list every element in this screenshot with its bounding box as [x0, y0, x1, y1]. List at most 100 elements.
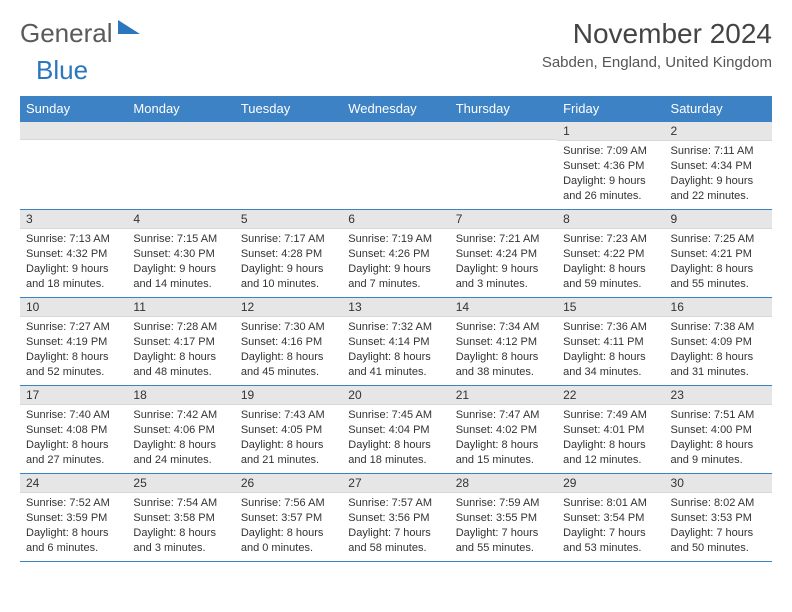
day-details: Sunrise: 7:23 AMSunset: 4:22 PMDaylight:…	[557, 229, 664, 295]
day-cell: 3Sunrise: 7:13 AMSunset: 4:32 PMDaylight…	[20, 210, 127, 298]
day-cell: 11Sunrise: 7:28 AMSunset: 4:17 PMDayligh…	[127, 298, 234, 386]
day-number: 13	[342, 298, 449, 317]
day-details: Sunrise: 7:28 AMSunset: 4:17 PMDaylight:…	[127, 317, 234, 383]
day-details: Sunrise: 7:52 AMSunset: 3:59 PMDaylight:…	[20, 493, 127, 559]
day-number: 14	[450, 298, 557, 317]
day-cell: 21Sunrise: 7:47 AMSunset: 4:02 PMDayligh…	[450, 386, 557, 474]
table-row: 10Sunrise: 7:27 AMSunset: 4:19 PMDayligh…	[20, 298, 772, 386]
day-number: 12	[235, 298, 342, 317]
day-details: Sunrise: 7:51 AMSunset: 4:00 PMDaylight:…	[665, 405, 772, 471]
day-number: 19	[235, 386, 342, 405]
day-number: 15	[557, 298, 664, 317]
day-number-empty	[127, 122, 234, 140]
day-cell: 4Sunrise: 7:15 AMSunset: 4:30 PMDaylight…	[127, 210, 234, 298]
brand-text-1: General	[20, 18, 113, 49]
calendar-table: SundayMondayTuesdayWednesdayThursdayFrid…	[20, 96, 772, 562]
day-details: Sunrise: 7:36 AMSunset: 4:11 PMDaylight:…	[557, 317, 664, 383]
day-details: Sunrise: 7:56 AMSunset: 3:57 PMDaylight:…	[235, 493, 342, 559]
brand-logo: General	[20, 18, 113, 49]
day-details: Sunrise: 7:45 AMSunset: 4:04 PMDaylight:…	[342, 405, 449, 471]
day-number: 3	[20, 210, 127, 229]
day-cell: 20Sunrise: 7:45 AMSunset: 4:04 PMDayligh…	[342, 386, 449, 474]
day-cell: 2Sunrise: 7:11 AMSunset: 4:34 PMDaylight…	[665, 122, 772, 210]
day-details: Sunrise: 7:42 AMSunset: 4:06 PMDaylight:…	[127, 405, 234, 471]
day-number-empty	[342, 122, 449, 140]
day-cell: 24Sunrise: 7:52 AMSunset: 3:59 PMDayligh…	[20, 474, 127, 562]
day-details: Sunrise: 7:32 AMSunset: 4:14 PMDaylight:…	[342, 317, 449, 383]
column-header: Wednesday	[342, 96, 449, 122]
day-cell: 6Sunrise: 7:19 AMSunset: 4:26 PMDaylight…	[342, 210, 449, 298]
location-text: Sabden, England, United Kingdom	[542, 54, 772, 71]
table-row: 3Sunrise: 7:13 AMSunset: 4:32 PMDaylight…	[20, 210, 772, 298]
day-cell: 7Sunrise: 7:21 AMSunset: 4:24 PMDaylight…	[450, 210, 557, 298]
day-cell	[235, 122, 342, 210]
day-number: 28	[450, 474, 557, 493]
day-details: Sunrise: 7:34 AMSunset: 4:12 PMDaylight:…	[450, 317, 557, 383]
day-details: Sunrise: 7:40 AMSunset: 4:08 PMDaylight:…	[20, 405, 127, 471]
day-cell: 9Sunrise: 7:25 AMSunset: 4:21 PMDaylight…	[665, 210, 772, 298]
day-cell: 8Sunrise: 7:23 AMSunset: 4:22 PMDaylight…	[557, 210, 664, 298]
day-number: 6	[342, 210, 449, 229]
day-cell: 18Sunrise: 7:42 AMSunset: 4:06 PMDayligh…	[127, 386, 234, 474]
day-number: 11	[127, 298, 234, 317]
day-cell: 12Sunrise: 7:30 AMSunset: 4:16 PMDayligh…	[235, 298, 342, 386]
column-header: Saturday	[665, 96, 772, 122]
day-details: Sunrise: 7:49 AMSunset: 4:01 PMDaylight:…	[557, 405, 664, 471]
day-cell: 14Sunrise: 7:34 AMSunset: 4:12 PMDayligh…	[450, 298, 557, 386]
day-details: Sunrise: 8:02 AMSunset: 3:53 PMDaylight:…	[665, 493, 772, 559]
day-number: 25	[127, 474, 234, 493]
day-number: 10	[20, 298, 127, 317]
day-details: Sunrise: 7:59 AMSunset: 3:55 PMDaylight:…	[450, 493, 557, 559]
column-header: Thursday	[450, 96, 557, 122]
day-cell: 27Sunrise: 7:57 AMSunset: 3:56 PMDayligh…	[342, 474, 449, 562]
day-number: 27	[342, 474, 449, 493]
day-cell: 13Sunrise: 7:32 AMSunset: 4:14 PMDayligh…	[342, 298, 449, 386]
day-details: Sunrise: 8:01 AMSunset: 3:54 PMDaylight:…	[557, 493, 664, 559]
day-details: Sunrise: 7:17 AMSunset: 4:28 PMDaylight:…	[235, 229, 342, 295]
day-number-empty	[20, 122, 127, 140]
day-number: 4	[127, 210, 234, 229]
day-details: Sunrise: 7:25 AMSunset: 4:21 PMDaylight:…	[665, 229, 772, 295]
calendar-body: 1Sunrise: 7:09 AMSunset: 4:36 PMDaylight…	[20, 122, 772, 562]
day-cell: 15Sunrise: 7:36 AMSunset: 4:11 PMDayligh…	[557, 298, 664, 386]
day-cell: 30Sunrise: 8:02 AMSunset: 3:53 PMDayligh…	[665, 474, 772, 562]
day-cell: 19Sunrise: 7:43 AMSunset: 4:05 PMDayligh…	[235, 386, 342, 474]
day-number: 9	[665, 210, 772, 229]
day-number: 18	[127, 386, 234, 405]
column-header: Monday	[127, 96, 234, 122]
day-number: 30	[665, 474, 772, 493]
day-number-empty	[235, 122, 342, 140]
day-cell	[342, 122, 449, 210]
day-cell: 28Sunrise: 7:59 AMSunset: 3:55 PMDayligh…	[450, 474, 557, 562]
day-details: Sunrise: 7:54 AMSunset: 3:58 PMDaylight:…	[127, 493, 234, 559]
day-number: 16	[665, 298, 772, 317]
table-row: 1Sunrise: 7:09 AMSunset: 4:36 PMDaylight…	[20, 122, 772, 210]
brand-text-2: Blue	[36, 55, 88, 85]
day-number: 29	[557, 474, 664, 493]
day-details: Sunrise: 7:15 AMSunset: 4:30 PMDaylight:…	[127, 229, 234, 295]
day-cell: 1Sunrise: 7:09 AMSunset: 4:36 PMDaylight…	[557, 122, 664, 210]
brand-triangle-icon	[118, 20, 140, 34]
day-details: Sunrise: 7:09 AMSunset: 4:36 PMDaylight:…	[557, 141, 664, 207]
column-header: Tuesday	[235, 96, 342, 122]
title-block: November 2024 Sabden, England, United Ki…	[542, 18, 772, 71]
column-header: Friday	[557, 96, 664, 122]
column-header: Sunday	[20, 96, 127, 122]
day-cell: 5Sunrise: 7:17 AMSunset: 4:28 PMDaylight…	[235, 210, 342, 298]
day-cell: 23Sunrise: 7:51 AMSunset: 4:00 PMDayligh…	[665, 386, 772, 474]
day-number: 7	[450, 210, 557, 229]
day-cell: 26Sunrise: 7:56 AMSunset: 3:57 PMDayligh…	[235, 474, 342, 562]
day-details: Sunrise: 7:57 AMSunset: 3:56 PMDaylight:…	[342, 493, 449, 559]
day-number: 22	[557, 386, 664, 405]
day-number: 26	[235, 474, 342, 493]
day-details: Sunrise: 7:21 AMSunset: 4:24 PMDaylight:…	[450, 229, 557, 295]
day-details: Sunrise: 7:43 AMSunset: 4:05 PMDaylight:…	[235, 405, 342, 471]
day-number: 24	[20, 474, 127, 493]
day-cell: 10Sunrise: 7:27 AMSunset: 4:19 PMDayligh…	[20, 298, 127, 386]
day-cell: 22Sunrise: 7:49 AMSunset: 4:01 PMDayligh…	[557, 386, 664, 474]
table-row: 17Sunrise: 7:40 AMSunset: 4:08 PMDayligh…	[20, 386, 772, 474]
day-number: 21	[450, 386, 557, 405]
day-cell: 29Sunrise: 8:01 AMSunset: 3:54 PMDayligh…	[557, 474, 664, 562]
table-row: 24Sunrise: 7:52 AMSunset: 3:59 PMDayligh…	[20, 474, 772, 562]
day-details: Sunrise: 7:27 AMSunset: 4:19 PMDaylight:…	[20, 317, 127, 383]
